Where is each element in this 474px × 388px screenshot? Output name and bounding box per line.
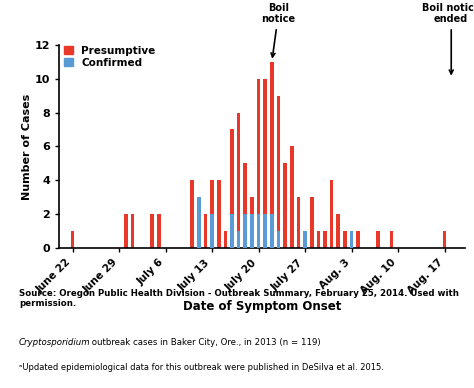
Bar <box>303 231 307 248</box>
Bar <box>264 79 267 248</box>
Bar <box>443 231 447 248</box>
Bar <box>157 214 161 248</box>
Bar <box>130 214 134 248</box>
Bar <box>317 231 320 248</box>
Bar <box>337 214 340 248</box>
Bar <box>71 231 74 248</box>
Bar <box>237 231 240 248</box>
Bar <box>210 180 214 248</box>
Bar <box>310 197 313 248</box>
Bar <box>264 214 267 248</box>
Bar <box>230 214 234 248</box>
Bar <box>343 231 347 248</box>
Bar <box>250 214 254 248</box>
Bar <box>270 214 273 248</box>
Text: Boil
notice: Boil notice <box>262 3 296 57</box>
Bar <box>244 214 247 248</box>
Bar <box>244 163 247 248</box>
Bar <box>376 231 380 248</box>
Bar <box>270 62 273 248</box>
Bar <box>350 231 354 248</box>
Bar <box>237 113 240 248</box>
Legend: Presumptive, Confirmed: Presumptive, Confirmed <box>64 46 155 68</box>
Text: Cryptosporidium: Cryptosporidium <box>19 338 91 346</box>
Bar <box>204 214 207 248</box>
Bar <box>250 197 254 248</box>
Text: outbreak cases in Baker City, Ore., in 2013 (n = 119): outbreak cases in Baker City, Ore., in 2… <box>89 338 321 346</box>
Text: Boil notice
ended: Boil notice ended <box>422 3 474 74</box>
Bar <box>190 180 194 248</box>
Bar <box>197 197 201 248</box>
Text: ᵃUpdated epidemiological data for this outbreak were published in DeSilva et al.: ᵃUpdated epidemiological data for this o… <box>19 363 384 372</box>
Bar <box>277 95 280 248</box>
Bar <box>257 79 260 248</box>
Bar <box>210 214 214 248</box>
Bar <box>297 197 300 248</box>
Bar <box>217 180 220 248</box>
Bar <box>303 231 307 248</box>
Bar <box>224 231 227 248</box>
Bar <box>230 130 234 248</box>
Bar <box>150 214 154 248</box>
Bar <box>257 214 260 248</box>
Bar <box>323 231 327 248</box>
Y-axis label: Number of Cases: Number of Cases <box>22 94 32 199</box>
Bar <box>283 163 287 248</box>
Text: Source: Oregon Public Health Division - Outbreak Summary, February 25, 2014. Use: Source: Oregon Public Health Division - … <box>19 289 459 308</box>
Bar <box>330 180 334 248</box>
X-axis label: Date of Symptom Onset: Date of Symptom Onset <box>182 300 341 314</box>
Bar <box>356 231 360 248</box>
Bar <box>390 231 393 248</box>
Bar <box>290 147 293 248</box>
Bar <box>124 214 128 248</box>
Bar <box>277 231 280 248</box>
Bar <box>350 231 354 248</box>
